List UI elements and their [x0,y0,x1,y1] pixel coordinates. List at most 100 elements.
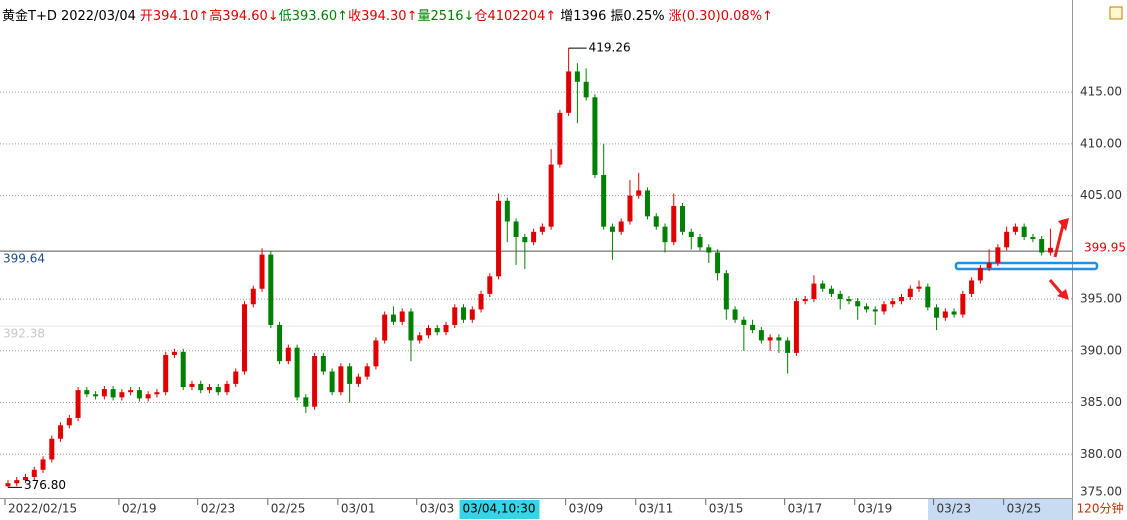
candle-body [723,273,729,310]
candle-body [329,371,335,393]
candle-body [259,254,265,289]
x-tick-label: 03/01 [341,502,376,516]
candle-body [189,383,195,388]
candle-body [969,280,975,294]
candle-body [75,390,81,419]
candle-body [811,283,817,300]
arrow-up-head [1058,218,1069,231]
y-tick-label: 375.00 [1080,485,1122,499]
candle-body [881,304,887,312]
candle-body [592,97,598,175]
x-tick-label: 03/23 [937,502,972,516]
candle-body [461,307,467,320]
header-item: 振0.25% [610,9,665,24]
candle-body [1021,226,1027,237]
y-tick-label: 405.00 [1080,188,1122,202]
candle-body [119,392,125,398]
candle-body [355,376,361,384]
candle-body [452,307,458,325]
candle-body [566,71,572,113]
candle-body [163,354,169,393]
candle-body [198,383,204,391]
last-price-label: 399.95 [1084,240,1126,254]
highlight-box [954,261,1099,271]
candle-body [1030,236,1036,240]
candle-body [277,324,283,362]
period-label[interactable]: 120分钟 [1077,501,1124,516]
candle-body [58,425,64,439]
reference-label: 399.64 [3,252,45,266]
header-item: 增1396 [560,9,607,24]
candle-body [206,387,212,391]
candle-body [951,311,957,315]
selection-range [928,499,1072,520]
candle-body [5,483,11,487]
candle-body [793,301,799,353]
candle-body [960,293,966,315]
candle-body [785,340,791,353]
candle-body [93,394,99,397]
candle-body [863,306,869,310]
candle-body [49,438,55,460]
candle-body [609,226,615,232]
candle-body [1047,247,1053,253]
candle-body [136,390,142,399]
candle-body [820,283,826,289]
arrow-down-head [1057,289,1069,300]
candle-body [233,371,239,384]
candle-body [548,164,554,227]
cursor-label: 03/04,10:30 [463,502,536,516]
candle-body [802,299,808,302]
candle-body [180,351,186,388]
settings-icon[interactable] [1109,6,1123,20]
x-tick-label: 03/09 [569,502,604,516]
candle-body [399,311,405,322]
x-tick-label: 03/11 [639,502,674,516]
candle-body [14,480,20,484]
candle-body [504,200,510,222]
candle-body [1004,231,1010,248]
candle-body [601,174,607,227]
y-tick-label: 385.00 [1080,395,1122,409]
candle-body [741,319,747,325]
arrow-down [1048,279,1064,295]
candle-body [872,309,878,312]
candle-body [986,262,992,269]
candle-body [128,390,134,393]
candle-body [294,347,300,398]
candle-body [496,200,502,277]
candle-body [837,293,843,300]
x-tick-label: 03/25 [1007,502,1042,516]
header-item: 收394.30↑ [348,9,418,24]
candle-body [434,328,440,333]
candle-body [557,112,563,165]
candle-body [907,288,913,298]
candle-body [417,335,423,341]
header-item: 黄金T+D 2022/03/04 [2,9,136,24]
header-item: 低393.60↑ [278,9,349,24]
candle-body [469,309,475,320]
candle-body [1012,226,1018,232]
candle-body [750,324,756,331]
candle-body [934,307,940,318]
y-tick-label: 395.00 [1080,292,1122,306]
candle-body [688,231,694,237]
candle-body [531,231,537,243]
candle-body [145,394,151,399]
candle-body [101,389,107,397]
candle-body [40,459,46,470]
candle-body [31,469,37,478]
candle-body [583,81,589,98]
candle-body [425,328,431,336]
candle-body [636,190,642,196]
y-tick-label: 380.00 [1080,447,1122,461]
candle-body [942,311,948,318]
cursor-label-bg [459,500,540,519]
x-tick-label: 03/19 [858,502,893,516]
header-item: 涨(0.30)0.08%↑ [668,9,773,24]
candle-body [855,301,861,307]
candle-body [250,288,256,305]
candle-body [916,286,922,289]
